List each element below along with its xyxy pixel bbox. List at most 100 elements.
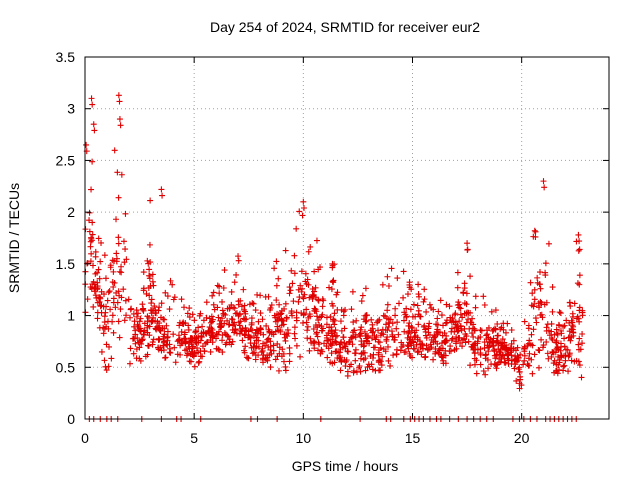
data-point xyxy=(122,297,129,304)
data-point-peak xyxy=(464,240,471,247)
data-point xyxy=(483,336,490,343)
data-point xyxy=(430,356,437,363)
data-point xyxy=(188,348,195,355)
data-point xyxy=(273,258,280,265)
data-point xyxy=(480,367,487,374)
data-point xyxy=(344,372,351,379)
data-point xyxy=(135,310,142,317)
data-point xyxy=(181,329,188,336)
data-point xyxy=(274,353,281,360)
data-point xyxy=(120,286,127,293)
x-tick-label: 5 xyxy=(190,430,198,446)
data-point xyxy=(88,250,95,257)
data-point xyxy=(268,329,275,336)
data-point xyxy=(368,335,375,342)
data-point xyxy=(421,296,428,303)
data-point xyxy=(208,332,215,339)
data-point xyxy=(144,257,151,264)
data-point xyxy=(353,369,360,376)
data-point xyxy=(468,319,475,326)
data-point xyxy=(369,366,376,373)
data-point xyxy=(233,271,240,278)
data-point xyxy=(242,310,249,317)
data-point xyxy=(164,333,171,340)
data-point xyxy=(109,312,116,319)
data-point xyxy=(252,356,259,363)
data-point xyxy=(314,324,321,331)
data-point xyxy=(238,303,245,310)
data-point xyxy=(388,328,395,335)
data-point xyxy=(501,355,508,362)
data-point xyxy=(349,288,356,295)
data-point xyxy=(528,331,535,338)
data-point xyxy=(557,327,564,334)
data-point xyxy=(150,314,157,321)
data-point xyxy=(552,368,559,375)
y-tick-label: 3 xyxy=(67,101,75,117)
data-point xyxy=(137,357,144,364)
data-point xyxy=(174,351,181,358)
data-point xyxy=(461,300,468,307)
data-point xyxy=(272,318,279,325)
data-point xyxy=(176,322,183,329)
data-point xyxy=(162,289,169,296)
data-point xyxy=(446,348,453,355)
data-point xyxy=(358,298,365,305)
data-point xyxy=(494,361,501,368)
data-point xyxy=(139,306,146,313)
data-point xyxy=(517,376,524,383)
data-point xyxy=(273,297,280,304)
data-point xyxy=(395,331,402,338)
data-point xyxy=(235,301,242,308)
data-point xyxy=(297,282,304,289)
data-point xyxy=(393,325,400,332)
data-point xyxy=(505,360,512,367)
data-point xyxy=(426,331,433,338)
data-point xyxy=(130,310,137,317)
data-point xyxy=(140,285,147,292)
data-point xyxy=(252,329,259,336)
data-point xyxy=(152,306,159,313)
data-point xyxy=(282,247,289,254)
data-point xyxy=(467,273,474,280)
data-point xyxy=(447,314,454,321)
data-point xyxy=(461,280,468,287)
data-point xyxy=(267,364,274,371)
data-point xyxy=(310,325,317,332)
data-point xyxy=(228,288,235,295)
data-point xyxy=(348,306,355,313)
data-point xyxy=(332,338,339,345)
data-point xyxy=(342,343,349,350)
data-point xyxy=(298,268,305,275)
data-point xyxy=(346,363,353,370)
data-point xyxy=(104,297,111,304)
data-point xyxy=(556,309,563,316)
data-point xyxy=(153,310,160,317)
data-point xyxy=(263,339,270,346)
data-point xyxy=(148,318,155,325)
data-point xyxy=(485,348,492,355)
data-point xyxy=(148,300,155,307)
data-point xyxy=(146,272,153,279)
data-point xyxy=(231,279,238,286)
data-point xyxy=(309,295,316,302)
data-point xyxy=(383,338,390,345)
data-point-peak xyxy=(575,231,582,238)
data-point xyxy=(407,340,414,347)
data-point xyxy=(514,344,521,351)
data-point xyxy=(521,352,528,359)
data-point xyxy=(481,302,488,309)
data-point xyxy=(310,340,317,347)
data-point xyxy=(561,335,568,342)
y-tick-label: 1.5 xyxy=(56,256,76,272)
data-point xyxy=(409,354,416,361)
data-point xyxy=(396,300,402,307)
data-point xyxy=(164,328,171,335)
data-point xyxy=(199,323,206,330)
data-point xyxy=(576,335,583,342)
data-point xyxy=(363,312,370,319)
data-point xyxy=(579,340,586,347)
data-point xyxy=(380,346,387,353)
data-point xyxy=(94,315,101,322)
data-point xyxy=(84,296,91,303)
